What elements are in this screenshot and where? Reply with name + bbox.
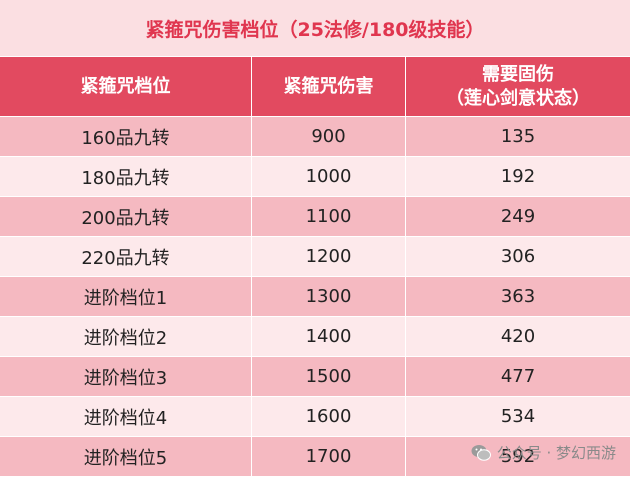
table-cell: 1600 (252, 397, 406, 437)
table-cell: 534 (406, 397, 630, 437)
table-cell: 160品九转 (0, 117, 252, 157)
header-text: 需要固伤 (482, 63, 554, 85)
table-cell: 900 (252, 117, 406, 157)
table-cell: 420 (406, 317, 630, 357)
table-cell: 进阶档位1 (0, 277, 252, 317)
header-note: （莲心剑意状态） (446, 87, 590, 109)
table-cell: 135 (406, 117, 630, 157)
wechat-icon (471, 444, 491, 461)
table-cell: 进阶档位2 (0, 317, 252, 357)
table-title: 紧箍咒伤害档位（25法修/180级技能） (0, 0, 630, 57)
header-cell: 需要固伤 （莲心剑意状态） (406, 57, 630, 117)
header-cell: 紧箍咒伤害 (252, 57, 406, 117)
table-cell: 306 (406, 237, 630, 277)
watermark: 公众号 · 梦幻西游 (471, 442, 616, 463)
table-cell: 进阶档位3 (0, 357, 252, 397)
table-cell: 1300 (252, 277, 406, 317)
table-cell: 1700 (252, 437, 406, 477)
table-cell: 1500 (252, 357, 406, 397)
table-cell: 249 (406, 197, 630, 237)
table-cell: 477 (406, 357, 630, 397)
table-cell: 220品九转 (0, 237, 252, 277)
table-cell: 进阶档位4 (0, 397, 252, 437)
table-cell: 1200 (252, 237, 406, 277)
table-cell: 1100 (252, 197, 406, 237)
table-cell: 进阶档位5 (0, 437, 252, 477)
table-cell: 200品九转 (0, 197, 252, 237)
table-cell: 1400 (252, 317, 406, 357)
table: 紧箍咒档位 紧箍咒伤害 需要固伤 （莲心剑意状态） 160品九转 900 135 180品九转… (0, 57, 630, 477)
header-cell: 紧箍咒档位 (0, 57, 252, 117)
table-cell: 363 (406, 277, 630, 317)
table-cell: 1000 (252, 157, 406, 197)
watermark-text: 公众号 · 梦幻西游 (496, 444, 616, 462)
table-cell: 192 (406, 157, 630, 197)
header-text: 紧箍咒档位 (80, 75, 171, 97)
table-cell: 180品九转 (0, 157, 252, 197)
header-text: 紧箍咒伤害 (283, 75, 374, 97)
